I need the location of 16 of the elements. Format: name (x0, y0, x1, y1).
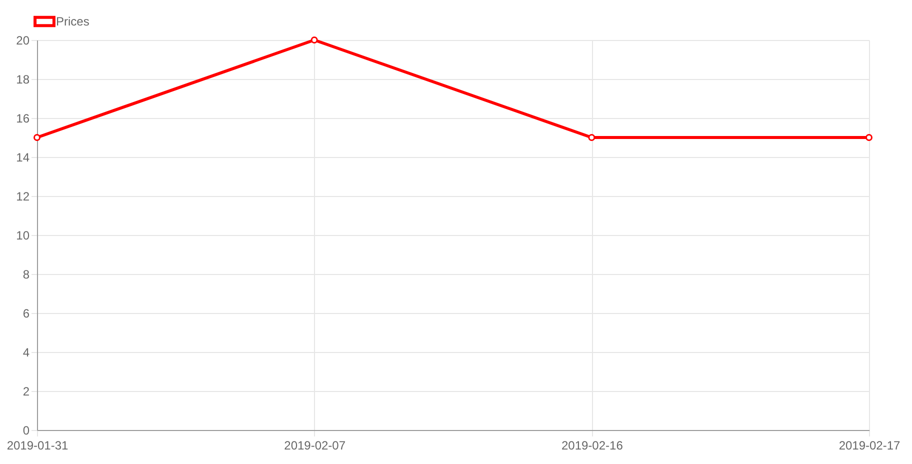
y-tick-label: 16 (16, 112, 30, 126)
y-tick-label: 14 (16, 150, 30, 164)
x-tick-label: 2019-02-16 (561, 438, 624, 452)
y-tick-label: 0 (22, 424, 30, 438)
y-tick-label: 2 (22, 384, 30, 398)
y-tick-label: 6 (22, 306, 30, 320)
y-tick-label: 8 (22, 268, 30, 282)
y-tick-label: 10 (16, 228, 30, 242)
y-tick-label: 4 (22, 346, 30, 360)
y-tick-label: 18 (16, 72, 30, 86)
x-tick-label: 2019-02-07 (284, 438, 346, 452)
x-tick-label: 2019-01-31 (6, 438, 69, 452)
y-tick-label: 12 (16, 190, 30, 204)
y-tick-label: 20 (16, 34, 30, 48)
x-tick-label: 2019-02-17 (838, 438, 901, 452)
legend-label: Prices (56, 14, 90, 28)
